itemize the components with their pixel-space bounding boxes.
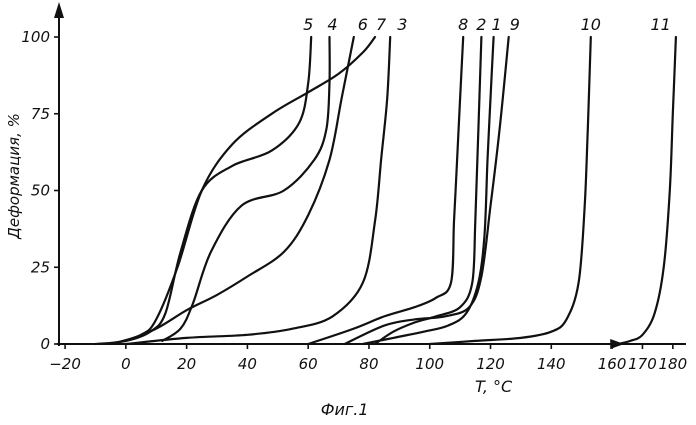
curve-9 bbox=[343, 35, 510, 346]
y-tick-label: 75 bbox=[31, 105, 50, 123]
x-tick-label: 170 bbox=[628, 355, 657, 373]
curve-label-2: 2 bbox=[476, 15, 486, 34]
curve-1 bbox=[361, 35, 495, 346]
x-tick-label: 80 bbox=[359, 355, 378, 373]
y-axis-label: Деформация, % bbox=[5, 113, 23, 240]
x-tick-label: 160 bbox=[598, 355, 627, 373]
curve-label-7: 7 bbox=[376, 15, 387, 34]
y-tick-label: 100 bbox=[21, 28, 50, 46]
curve-6 bbox=[109, 35, 377, 346]
x-tick-label: 180 bbox=[659, 355, 688, 373]
curve-labels: 5 4 6 7 3 8 2 1 9 10 11 bbox=[303, 15, 671, 34]
y-tick-label: 25 bbox=[31, 258, 50, 276]
curve-2 bbox=[373, 35, 483, 346]
x-tick-label: 20 bbox=[177, 355, 196, 373]
curve-label-4: 4 bbox=[327, 15, 337, 34]
y-tick-label: 0 bbox=[40, 335, 50, 353]
curve-4 bbox=[161, 35, 331, 342]
x-tick-label: 60 bbox=[299, 355, 318, 373]
curve-label-8: 8 bbox=[458, 15, 468, 34]
x-tick-label: 100 bbox=[415, 355, 444, 373]
y-tick-label: 50 bbox=[31, 182, 50, 200]
y-axis-arrow bbox=[54, 2, 64, 18]
curve-7 bbox=[124, 35, 355, 342]
x-tick-label: 140 bbox=[537, 355, 566, 373]
curve-label-5: 5 bbox=[303, 15, 313, 34]
x-tick-label: −20 bbox=[49, 355, 81, 373]
curve-label-11: 11 bbox=[651, 15, 671, 34]
curves bbox=[94, 35, 677, 346]
curve-label-3: 3 bbox=[397, 15, 407, 34]
curve-label-6: 6 bbox=[358, 15, 368, 34]
x-tick-label: 40 bbox=[238, 355, 257, 373]
curve-8 bbox=[307, 35, 465, 346]
x-tick-label: 120 bbox=[476, 355, 505, 373]
curve-3 bbox=[124, 35, 392, 346]
figure-caption: Фиг.1 bbox=[321, 400, 369, 419]
ticks: 0 25 50 75 100 −20 0 20 40 60 80 100 120 140 160 170 180 bbox=[21, 28, 687, 373]
curve-label-10: 10 bbox=[581, 15, 601, 34]
x-tick-label: 0 bbox=[121, 355, 131, 373]
curve-label-9: 9 bbox=[510, 15, 520, 34]
curve-11 bbox=[617, 35, 677, 346]
curve-label-1: 1 bbox=[491, 15, 501, 34]
x-axis-label: T, °C bbox=[475, 377, 513, 396]
curve-10 bbox=[428, 35, 592, 346]
curve-5 bbox=[94, 35, 313, 346]
